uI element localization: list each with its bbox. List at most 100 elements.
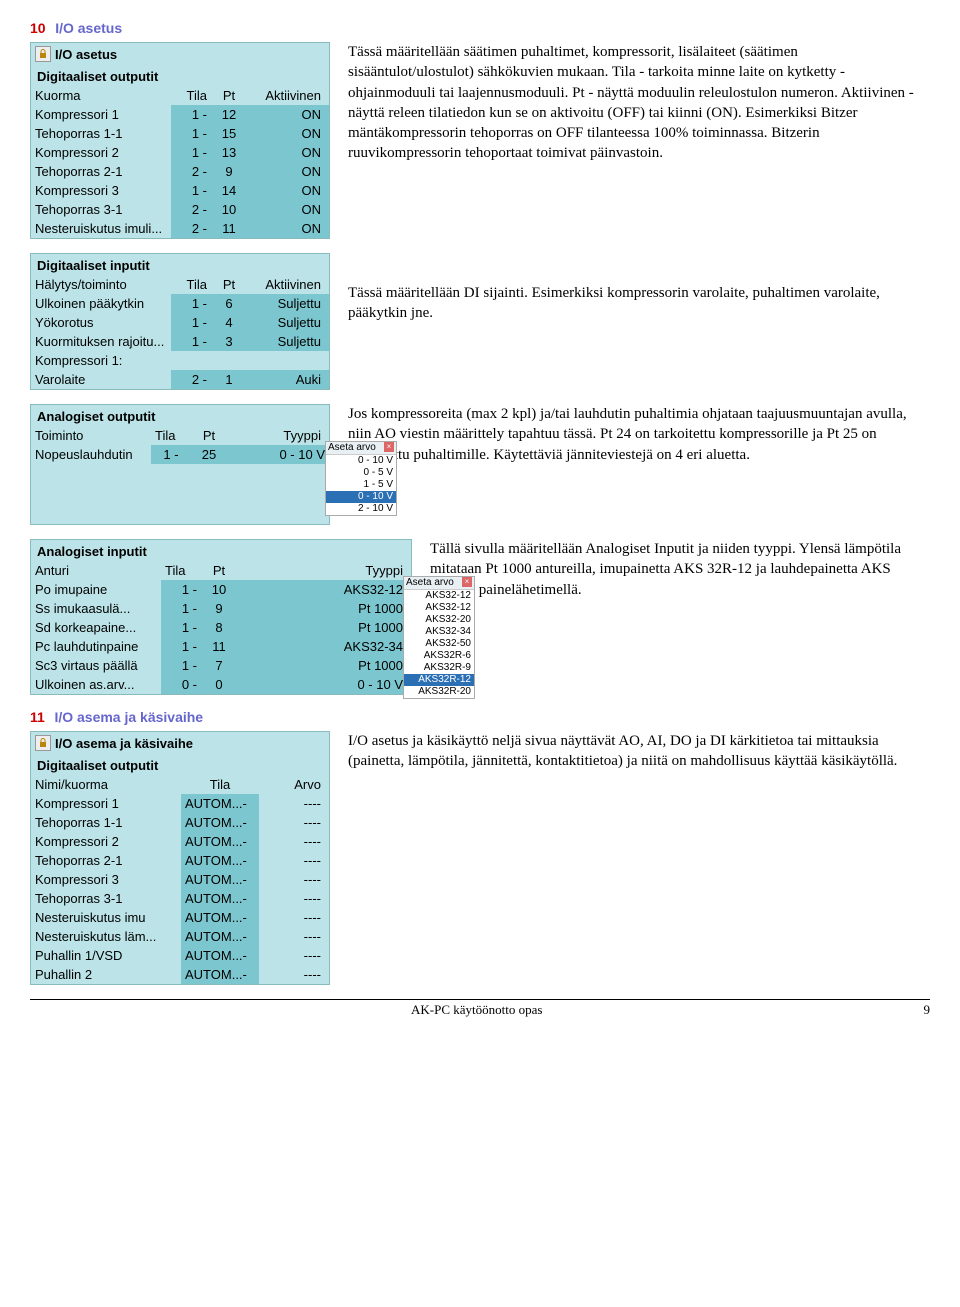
dropdown-sensor-type[interactable]: Aseta arvo×AKS32-12AKS32-12AKS32-20AKS32… — [403, 576, 475, 699]
dropdown-voltage[interactable]: Aseta arvo × 0 - 10 V0 - 5 V1 - 5 V0 - 1… — [325, 441, 397, 516]
table-row[interactable]: Ulkoinen as.arv...0 -00 - 10 V — [31, 675, 411, 694]
cell-tila[interactable]: 1 - — [161, 637, 201, 656]
cell-aktiivinen[interactable]: ON — [247, 143, 329, 162]
cell-tila[interactable]: 2 - — [171, 162, 211, 181]
cell-aktiivinen[interactable]: Auki — [247, 370, 329, 389]
cell-aktiivinen[interactable]: Suljettu — [247, 332, 329, 351]
dropdown-option[interactable]: 0 - 10 V — [326, 455, 396, 467]
dropdown-option[interactable]: AKS32R-12 — [404, 674, 474, 686]
close-icon[interactable]: × — [384, 442, 394, 452]
cell-tila[interactable]: AUTOM...- — [181, 927, 259, 946]
table-row[interactable]: Po imupaine1 -10AKS32-12Aseta arvo×AKS32… — [31, 580, 411, 599]
cell-tila[interactable]: AUTOM...- — [181, 965, 259, 984]
cell-tila[interactable]: AUTOM...- — [181, 908, 259, 927]
dropdown-option[interactable]: AKS32-50 — [404, 638, 474, 650]
cell-pt[interactable]: 12 — [211, 105, 247, 124]
dropdown-option[interactable]: AKS32-20 — [404, 614, 474, 626]
cell-tyyppi[interactable]: AKS32-12Aseta arvo×AKS32-12AKS32-12AKS32… — [237, 580, 411, 599]
cell-tila[interactable]: 2 - — [171, 370, 211, 389]
cell-aktiivinen[interactable]: ON — [247, 124, 329, 143]
table-row[interactable]: Tehoporras 3-12 -10ON — [31, 200, 329, 219]
table-row[interactable]: Kompressori 1AUTOM...----- — [31, 794, 329, 813]
table-row[interactable]: Kompressori 31 -14ON — [31, 181, 329, 200]
cell-tila[interactable]: 1 - — [171, 181, 211, 200]
cell-tila[interactable]: 1 - — [151, 445, 191, 464]
cell-tila[interactable]: 1 - — [171, 294, 211, 313]
dropdown-option[interactable]: AKS32-34 — [404, 626, 474, 638]
dropdown-option[interactable]: AKS32R-9 — [404, 662, 474, 674]
cell-tyyppi[interactable]: 0 - 10 V Aseta arvo × 0 - 10 V0 - 5 V1 -… — [227, 445, 329, 464]
cell-pt[interactable]: 11 — [201, 637, 237, 656]
dropdown-option[interactable]: 0 - 5 V — [326, 467, 396, 479]
table-row[interactable]: Pc lauhdutinpaine1 -11AKS32-34 — [31, 637, 411, 656]
dropdown-option[interactable]: 1 - 5 V — [326, 479, 396, 491]
table-row[interactable]: Sd korkeapaine...1 -8Pt 1000 — [31, 618, 411, 637]
lock-icon[interactable] — [35, 46, 51, 62]
dropdown-option[interactable]: 2 - 10 V — [326, 503, 396, 515]
cell-tila[interactable]: AUTOM...- — [181, 813, 259, 832]
cell-aktiivinen[interactable]: ON — [247, 181, 329, 200]
cell-tila[interactable]: 2 - — [171, 200, 211, 219]
cell-pt[interactable]: 4 — [211, 313, 247, 332]
table-row[interactable]: Kuormituksen rajoitu...1 -3Suljettu — [31, 332, 329, 351]
table-row[interactable]: Puhallin 1/VSDAUTOM...----- — [31, 946, 329, 965]
cell-aktiivinen[interactable]: ON — [247, 219, 329, 238]
table-row[interactable]: Kompressori 21 -13ON — [31, 143, 329, 162]
cell-pt[interactable]: 10 — [211, 200, 247, 219]
table-row[interactable]: Tehoporras 1-11 -15ON — [31, 124, 329, 143]
cell-tila[interactable]: 2 - — [171, 219, 211, 238]
cell-aktiivinen[interactable]: ON — [247, 162, 329, 181]
table-row[interactable]: Kompressori 11 -12ON — [31, 105, 329, 124]
cell-tila[interactable]: AUTOM...- — [181, 946, 259, 965]
table-row[interactable]: Nesteruiskutus läm...AUTOM...----- — [31, 927, 329, 946]
cell-tila[interactable]: 1 - — [161, 656, 201, 675]
cell-pt[interactable]: 9 — [201, 599, 237, 618]
cell-tila[interactable]: AUTOM...- — [181, 832, 259, 851]
table-row[interactable]: Yökorotus1 -4Suljettu — [31, 313, 329, 332]
table-row[interactable]: Varolaite2 -1Auki — [31, 370, 329, 389]
cell-pt[interactable]: 10 — [201, 580, 237, 599]
cell-tyyppi[interactable]: 0 - 10 V — [237, 675, 411, 694]
cell-pt[interactable]: 25 — [191, 445, 227, 464]
cell-pt[interactable]: 8 — [201, 618, 237, 637]
cell-pt[interactable]: 0 — [201, 675, 237, 694]
table-row[interactable]: Puhallin 2AUTOM...----- — [31, 965, 329, 984]
cell-pt[interactable]: 1 — [211, 370, 247, 389]
cell-tila[interactable]: AUTOM...- — [181, 794, 259, 813]
cell-tila[interactable]: 1 - — [171, 332, 211, 351]
cell-aktiivinen[interactable]: ON — [247, 105, 329, 124]
table-row[interactable]: Ulkoinen pääkytkin1 -6Suljettu — [31, 294, 329, 313]
table-row[interactable]: Ss imukaasulä...1 -9Pt 1000 — [31, 599, 411, 618]
table-row[interactable]: Tehoporras 1-1AUTOM...----- — [31, 813, 329, 832]
table-row[interactable]: Nesteruiskutus imuAUTOM...----- — [31, 908, 329, 927]
cell-tila[interactable]: AUTOM...- — [181, 851, 259, 870]
cell-pt[interactable]: 11 — [211, 219, 247, 238]
cell-pt[interactable]: 9 — [211, 162, 247, 181]
cell-tila[interactable]: 0 - — [161, 675, 201, 694]
dropdown-option[interactable]: AKS32R-6 — [404, 650, 474, 662]
table-row[interactable]: Nesteruiskutus imuli...2 -11ON — [31, 219, 329, 238]
cell-tila[interactable]: 1 - — [171, 105, 211, 124]
cell-tila[interactable]: 1 - — [161, 618, 201, 637]
dropdown-option[interactable]: AKS32-12 — [404, 602, 474, 614]
cell-pt[interactable]: 7 — [201, 656, 237, 675]
close-icon[interactable]: × — [462, 577, 472, 587]
cell-tyyppi[interactable]: Pt 1000 — [237, 599, 411, 618]
lock-icon[interactable] — [35, 735, 51, 751]
table-row[interactable]: Tehoporras 2-1AUTOM...----- — [31, 851, 329, 870]
cell-aktiivinen[interactable]: Suljettu — [247, 294, 329, 313]
table-row[interactable]: Tehoporras 3-1AUTOM...----- — [31, 889, 329, 908]
table-row[interactable]: Kompressori 2AUTOM...----- — [31, 832, 329, 851]
cell-tila[interactable]: 1 - — [171, 313, 211, 332]
dropdown-option[interactable]: AKS32R-20 — [404, 686, 474, 698]
cell-tila[interactable]: 1 - — [161, 599, 201, 618]
cell-aktiivinen[interactable]: ON — [247, 200, 329, 219]
cell-aktiivinen[interactable]: Suljettu — [247, 313, 329, 332]
dropdown-option[interactable]: 0 - 10 V — [326, 491, 396, 503]
cell-tila[interactable]: AUTOM...- — [181, 870, 259, 889]
cell-tyyppi[interactable]: Pt 1000 — [237, 618, 411, 637]
table-row[interactable]: Sc3 virtaus päällä1 -7Pt 1000 — [31, 656, 411, 675]
cell-tila[interactable]: 1 - — [171, 143, 211, 162]
cell-pt[interactable]: 13 — [211, 143, 247, 162]
cell-pt[interactable]: 3 — [211, 332, 247, 351]
